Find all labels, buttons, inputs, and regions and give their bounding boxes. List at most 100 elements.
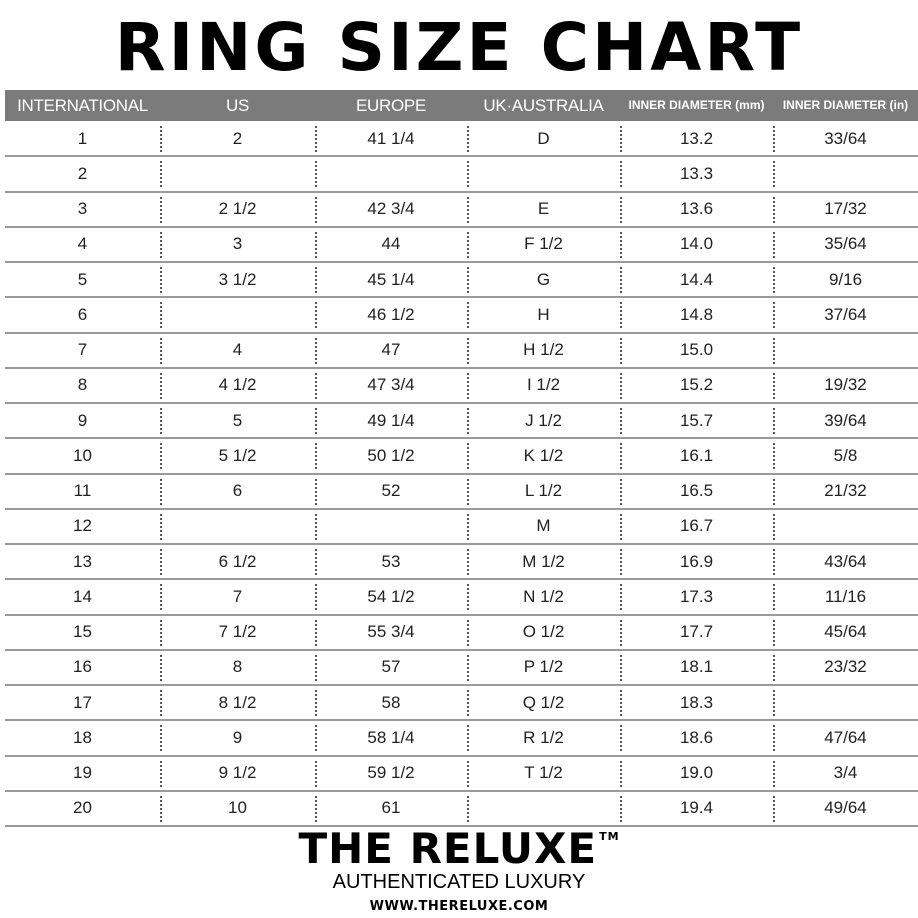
cell-uk-australia: P 1/2 <box>523 657 564 677</box>
column-divider <box>467 795 469 822</box>
cell-international: 12 <box>73 516 92 536</box>
cell-inner-diameter-in: 37/64 <box>824 304 867 324</box>
column-divider <box>773 408 775 434</box>
cell-inner-diameter-mm: 19.4 <box>679 798 714 818</box>
table-row: 12 M 16.7 <box>5 510 918 545</box>
cell-international: 11 <box>73 481 92 500</box>
column-divider <box>160 549 162 575</box>
column-divider <box>773 584 775 611</box>
cell-uk-australia: F 1/2 <box>524 234 563 254</box>
brand-tagline: AUTHENTICATED LUXURY <box>332 871 586 893</box>
column-divider <box>620 690 622 716</box>
column-divider <box>620 478 622 505</box>
column-header-uk-australia: UK·AUSTRALIA <box>483 95 604 115</box>
column-divider <box>773 654 775 681</box>
cell-us: 7 1/2 <box>218 622 257 641</box>
cell-inner-diameter-mm: 14.8 <box>679 304 714 324</box>
column-divider <box>773 725 775 752</box>
column-divider <box>160 584 162 611</box>
table-row: 10 5 1/2 50 1/2 K 1/2 16.1 5/8 <box>5 439 918 475</box>
column-divider <box>620 513 622 540</box>
cell-us: 3 1/2 <box>218 269 257 289</box>
column-divider <box>315 161 317 188</box>
cell-uk-australia <box>467 792 620 825</box>
cell-international: 7 <box>77 340 88 359</box>
cell-inner-diameter-in <box>773 686 918 719</box>
cell-international: 4 <box>77 234 88 254</box>
column-divider <box>315 443 317 470</box>
cell-europe: 58 <box>381 692 401 712</box>
column-divider <box>315 760 317 787</box>
table-row: 11 6 52 L 1/2 16.5 21/32 <box>5 475 918 510</box>
cell-international: 10 <box>73 445 92 465</box>
column-divider <box>315 231 317 258</box>
column-divider <box>773 161 775 188</box>
column-divider <box>467 196 469 223</box>
cell-international: 18 <box>73 727 92 747</box>
column-divider <box>160 478 162 505</box>
cell-international: 6 <box>77 304 88 324</box>
cell-inner-diameter-in <box>773 157 918 190</box>
column-divider <box>160 690 162 716</box>
cell-europe: 61 <box>381 798 401 818</box>
cell-us: 4 <box>232 340 243 359</box>
cell-uk-australia: I 1/2 <box>526 375 561 395</box>
cell-us <box>160 298 315 331</box>
cell-international: 20 <box>73 798 92 818</box>
column-divider <box>160 161 162 188</box>
column-divider <box>160 302 162 329</box>
column-divider <box>160 337 162 364</box>
cell-uk-australia: H 1/2 <box>523 340 564 359</box>
cell-europe <box>315 157 467 190</box>
cell-us: 6 1/2 <box>218 551 257 571</box>
column-divider <box>620 337 622 364</box>
cell-europe: 45 1/4 <box>367 269 415 289</box>
column-divider <box>315 267 317 293</box>
column-divider <box>315 584 317 611</box>
cell-uk-australia: T 1/2 <box>524 763 563 782</box>
cell-inner-diameter-in: 33/64 <box>824 128 867 148</box>
column-divider <box>620 443 622 470</box>
table-row: 4 3 44 F 1/2 14.0 35/64 <box>5 228 918 263</box>
column-divider <box>315 513 317 540</box>
column-divider <box>315 549 317 575</box>
cell-inner-diameter-in: 39/64 <box>824 410 867 430</box>
column-divider <box>160 619 162 646</box>
cell-inner-diameter-mm: 18.6 <box>679 727 714 747</box>
table-row: 14 7 54 1/2 N 1/2 17.3 11/16 <box>5 580 918 616</box>
column-divider <box>620 161 622 188</box>
table-row: 9 5 49 1/4 J 1/2 15.7 39/64 <box>5 404 918 440</box>
column-divider <box>315 372 317 399</box>
cell-inner-diameter-mm: 15.7 <box>679 410 714 430</box>
column-divider <box>315 478 317 505</box>
column-divider <box>620 654 622 681</box>
cell-inner-diameter-mm: 13.2 <box>679 128 714 148</box>
cell-europe: 50 1/2 <box>367 445 415 465</box>
column-divider <box>773 619 775 646</box>
column-divider <box>315 654 317 681</box>
cell-europe <box>315 510 467 543</box>
cell-international: 2 <box>77 163 88 183</box>
cell-inner-diameter-in: 49/64 <box>824 798 867 818</box>
column-divider <box>160 760 162 787</box>
column-divider <box>773 231 775 258</box>
cell-inner-diameter-in: 5/8 <box>833 445 858 465</box>
cell-international: 3 <box>77 199 88 218</box>
column-header-europe: EUROPE <box>356 95 426 115</box>
cell-inner-diameter-in: 21/32 <box>824 481 867 500</box>
cell-us: 9 <box>232 727 243 747</box>
cell-uk-australia: L 1/2 <box>524 481 563 500</box>
column-divider <box>467 619 469 646</box>
column-divider <box>620 725 622 752</box>
cell-inner-diameter-mm: 17.3 <box>679 586 714 606</box>
column-divider <box>467 302 469 329</box>
column-divider <box>160 267 162 293</box>
cell-uk-australia: G <box>536 269 551 289</box>
cell-inner-diameter-mm: 18.3 <box>679 692 714 712</box>
cell-us: 9 1/2 <box>218 763 257 782</box>
cell-uk-australia: O 1/2 <box>522 622 565 641</box>
table-row: 3 2 1/2 42 3/4 E 13.6 17/32 <box>5 193 918 228</box>
cell-uk-australia: M 1/2 <box>522 551 565 571</box>
column-divider <box>773 267 775 293</box>
column-divider <box>160 196 162 223</box>
